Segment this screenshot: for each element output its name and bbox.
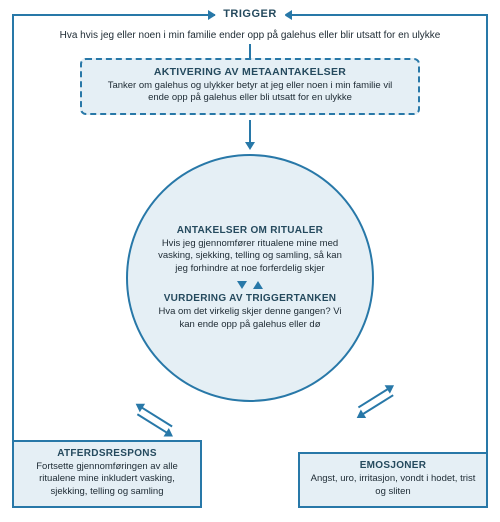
circle-lower-title: VURDERING AV TRIGGERTANKEN <box>152 293 348 304</box>
circle-internal-arrows <box>237 281 263 289</box>
arrow-up-icon <box>253 281 263 289</box>
circle-upper-title: ANTAKELSER OM RITUALER <box>152 225 348 236</box>
arrow-down-icon <box>237 281 247 289</box>
arrowhead-icon <box>133 400 145 413</box>
behavior-body: Fortsette gjennomføringen av alle ritual… <box>24 461 190 498</box>
arrowhead-into-circle <box>245 142 255 150</box>
meta-body: Tanker om galehus og ulykker betyr at je… <box>96 80 404 105</box>
circle-lower-body: Hva om det virkelig skjer denne gangen? … <box>152 306 348 331</box>
frame-left <box>12 14 14 454</box>
arrowhead-icon <box>385 381 397 394</box>
behavior-title: ATFERDSRESPONS <box>24 448 190 459</box>
emotion-box: EMOSJONER Angst, uro, irritasjon, vondt … <box>298 452 488 508</box>
emotion-body: Angst, uro, irritasjon, vondt i hodet, t… <box>310 473 476 498</box>
circle-upper-body: Hvis jeg gjennomfører ritualene mine med… <box>152 238 348 275</box>
frame-right <box>486 14 488 454</box>
diagram-stage: TRIGGER Hva hvis jeg eller noen i min fa… <box>12 8 488 514</box>
trigger-label: TRIGGER <box>215 8 285 20</box>
arrow-into-trigger-right <box>284 10 292 20</box>
connector-trigger-meta <box>249 44 251 58</box>
behavior-box: ATFERDSRESPONS Fortsette gjennomføringen… <box>12 440 202 508</box>
trigger-text: Hva hvis jeg eller noen i min familie en… <box>22 30 478 41</box>
emotion-title: EMOSJONER <box>310 460 476 471</box>
meta-title: AKTIVERING AV METAANTAKELSER <box>96 66 404 78</box>
meta-box: AKTIVERING AV METAANTAKELSER Tanker om g… <box>80 58 420 115</box>
connector-meta-circle <box>249 120 251 144</box>
center-circle: ANTAKELSER OM RITUALER Hvis jeg gjennomf… <box>126 154 374 402</box>
